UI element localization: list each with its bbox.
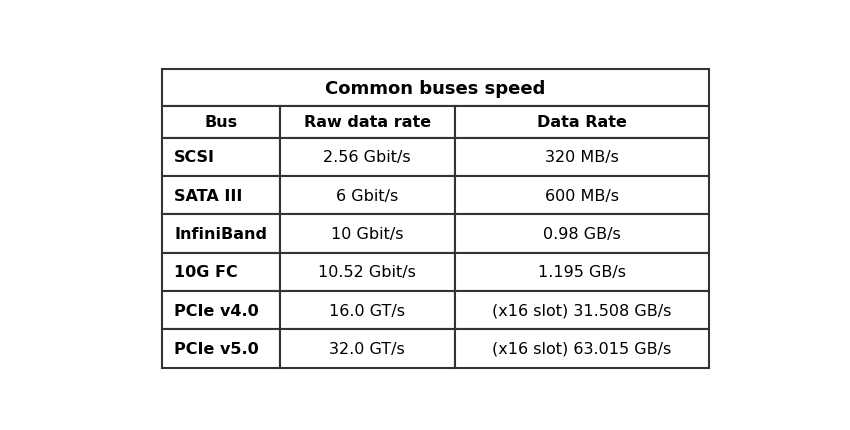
Bar <box>280 138 455 177</box>
Bar <box>455 253 709 291</box>
Text: PCIe v4.0: PCIe v4.0 <box>174 303 259 318</box>
Bar <box>280 329 455 368</box>
Text: SCSI: SCSI <box>174 150 215 165</box>
Bar <box>162 107 280 138</box>
Text: Bus: Bus <box>205 115 238 130</box>
Bar <box>162 253 280 291</box>
Bar <box>162 177 280 215</box>
Bar <box>455 291 709 329</box>
Text: (x16 slot) 63.015 GB/s: (x16 slot) 63.015 GB/s <box>492 341 672 356</box>
Text: PCIe v5.0: PCIe v5.0 <box>174 341 259 356</box>
Text: Data Rate: Data Rate <box>537 115 626 130</box>
Text: SATA III: SATA III <box>174 188 242 203</box>
Bar <box>280 215 455 253</box>
Text: InfiniBand: InfiniBand <box>174 227 267 241</box>
Text: 10 Gbit/s: 10 Gbit/s <box>331 227 404 241</box>
Bar <box>455 138 709 177</box>
Text: 1.195 GB/s: 1.195 GB/s <box>538 265 626 280</box>
Text: 32.0 GT/s: 32.0 GT/s <box>330 341 405 356</box>
Text: 10G FC: 10G FC <box>174 265 238 280</box>
Bar <box>162 70 709 107</box>
Text: 6 Gbit/s: 6 Gbit/s <box>336 188 399 203</box>
Text: 600 MB/s: 600 MB/s <box>545 188 619 203</box>
Text: 320 MB/s: 320 MB/s <box>545 150 619 165</box>
Bar <box>280 177 455 215</box>
Text: Raw data rate: Raw data rate <box>303 115 431 130</box>
Bar <box>455 177 709 215</box>
Text: 16.0 GT/s: 16.0 GT/s <box>329 303 405 318</box>
Text: 0.98 GB/s: 0.98 GB/s <box>543 227 620 241</box>
Bar <box>455 107 709 138</box>
Bar <box>280 291 455 329</box>
Text: 10.52 Gbit/s: 10.52 Gbit/s <box>319 265 416 280</box>
Text: 2.56 Gbit/s: 2.56 Gbit/s <box>324 150 411 165</box>
Text: (x16 slot) 31.508 GB/s: (x16 slot) 31.508 GB/s <box>492 303 672 318</box>
Bar <box>280 107 455 138</box>
Bar <box>162 138 280 177</box>
Bar <box>162 291 280 329</box>
Bar <box>162 329 280 368</box>
Bar <box>162 215 280 253</box>
Bar <box>280 253 455 291</box>
Bar <box>455 215 709 253</box>
Text: Common buses speed: Common buses speed <box>326 80 546 98</box>
Bar <box>455 329 709 368</box>
